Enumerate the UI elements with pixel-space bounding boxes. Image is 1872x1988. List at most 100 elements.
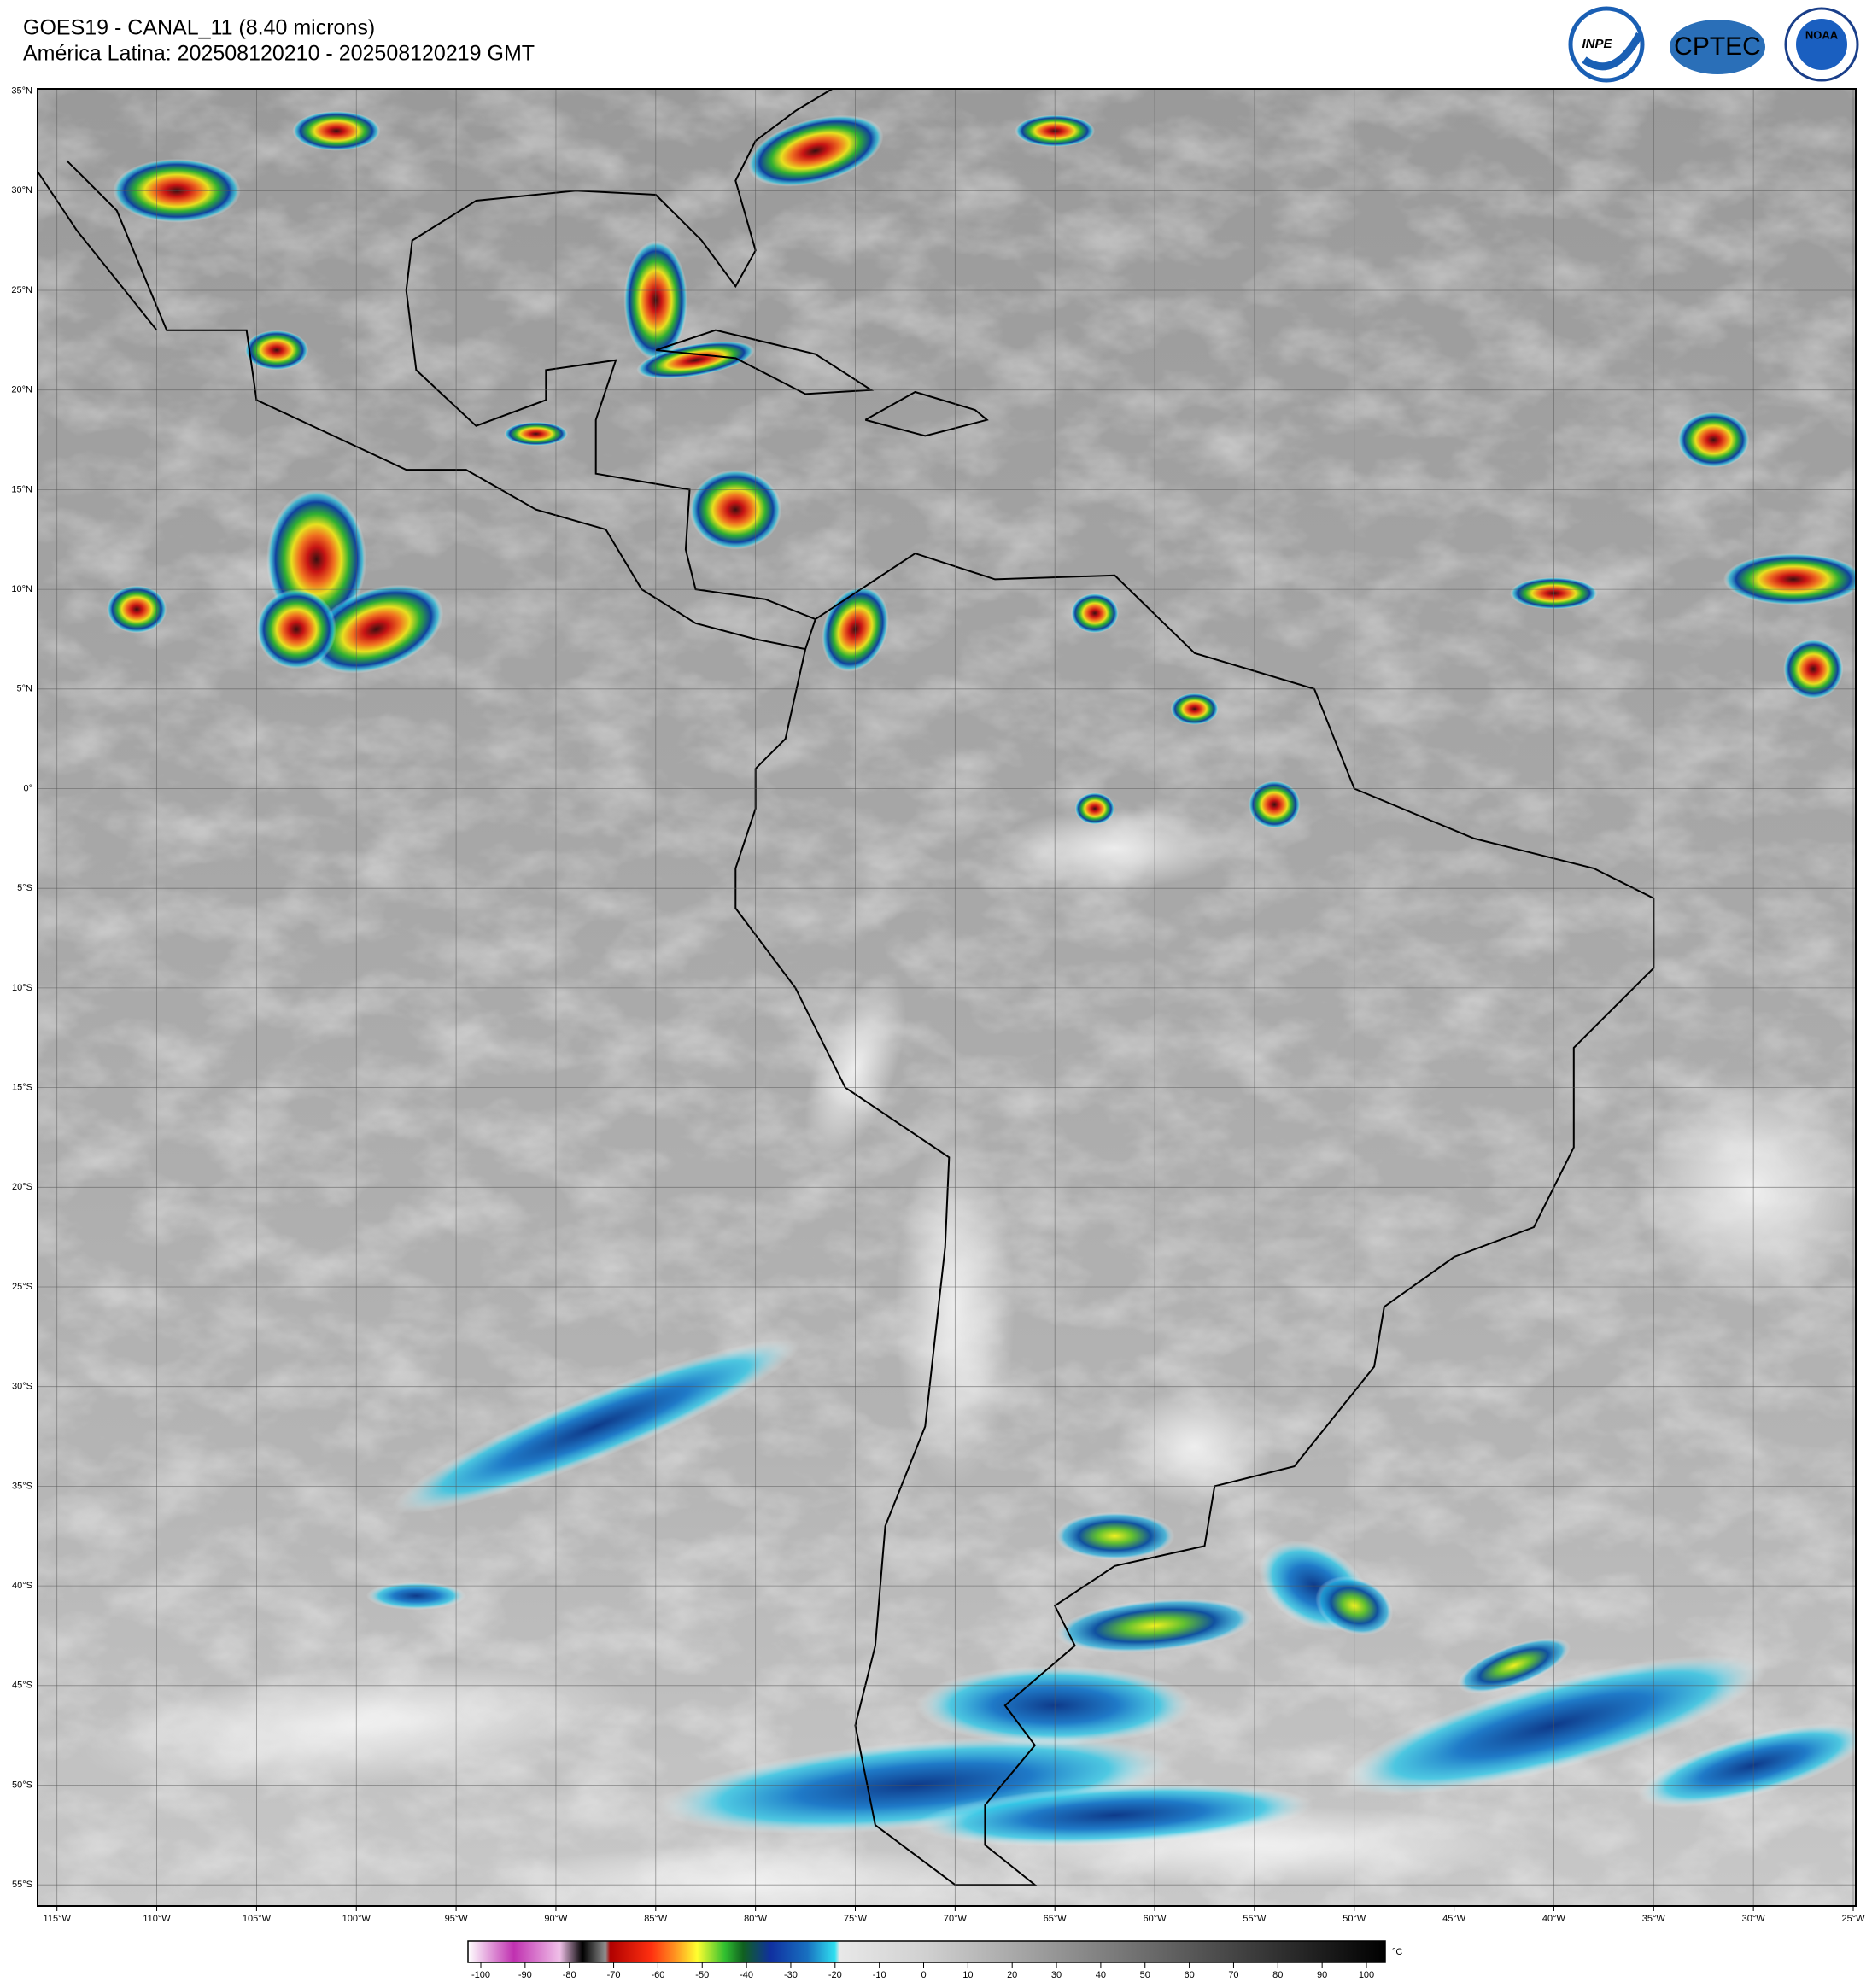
colorbar-label: -10 xyxy=(873,1970,886,1980)
cloud xyxy=(244,330,309,371)
colorbar-unit: °C xyxy=(1392,1947,1402,1957)
cloud xyxy=(1055,1511,1175,1560)
lon-label: 95°W xyxy=(445,1914,469,1924)
coastline xyxy=(734,553,1655,1886)
colorbar-label: 100 xyxy=(1359,1970,1374,1980)
lon-label: 90°W xyxy=(544,1914,568,1924)
cloud xyxy=(366,1582,466,1611)
lat-label: 35°N xyxy=(11,86,32,96)
logo-cptec: CPTEC xyxy=(1670,20,1765,74)
cloud xyxy=(504,422,568,447)
lon-label: 40°W xyxy=(1542,1914,1566,1924)
cloud xyxy=(1170,693,1219,725)
lon-label: 70°W xyxy=(944,1914,968,1924)
lat-label: 45°S xyxy=(12,1681,32,1691)
cloud xyxy=(1070,593,1119,634)
lon-label: 85°W xyxy=(644,1914,668,1924)
lat-label: 50°S xyxy=(12,1780,32,1790)
lat-label: 15°N xyxy=(11,484,32,494)
cloud-texture xyxy=(38,89,1856,1906)
colorbar-label: -70 xyxy=(607,1970,621,1980)
colorbar-label: -30 xyxy=(784,1970,798,1980)
lat-label: 25°N xyxy=(11,285,32,295)
colorbar-label: -60 xyxy=(651,1970,664,1980)
coastline xyxy=(405,89,834,621)
cloud xyxy=(689,470,782,550)
lat-label: 35°S xyxy=(12,1481,32,1491)
colorbar-label: 50 xyxy=(1140,1970,1150,1980)
colorbar-label: 70 xyxy=(1228,1970,1238,1980)
colorbar-label: -100 xyxy=(471,1970,490,1980)
lat-label: 55°S xyxy=(12,1880,32,1890)
lon-label: 30°W xyxy=(1742,1914,1766,1924)
lat-label: 20°S xyxy=(12,1182,32,1192)
lat-label: 30°S xyxy=(12,1382,32,1392)
logo-text: INPE xyxy=(1582,37,1612,51)
lat-label: 25°S xyxy=(12,1282,32,1292)
lat-label: 5°S xyxy=(17,883,32,893)
cloud xyxy=(747,114,884,187)
lon-label: 80°W xyxy=(744,1914,768,1924)
lat-label: 5°N xyxy=(17,684,33,694)
colorbar xyxy=(467,1940,1386,1963)
lat-label: 40°S xyxy=(12,1581,32,1591)
logo-text: CPTEC xyxy=(1674,32,1761,61)
graticule xyxy=(38,89,1856,1906)
cloud xyxy=(915,1783,1314,1847)
cloud xyxy=(636,341,755,379)
subtitle: América Latina: 202508120210 - 202508120… xyxy=(23,42,535,66)
cloud xyxy=(1723,553,1856,605)
colorbar-label: 60 xyxy=(1184,1970,1194,1980)
lat-label: 10°S xyxy=(12,983,32,993)
colorbar-label: 80 xyxy=(1272,1970,1283,1980)
colorbar-label: 10 xyxy=(962,1970,973,1980)
cloud xyxy=(107,585,167,634)
lon-label: 110°W xyxy=(143,1914,171,1924)
satellite-image xyxy=(38,89,1856,1906)
cloud xyxy=(1248,781,1301,829)
colorbar-label: 20 xyxy=(1007,1970,1017,1980)
lat-label: 30°N xyxy=(11,185,32,196)
lon-label: 100°W xyxy=(342,1914,371,1924)
coastline xyxy=(66,160,806,651)
logo-noaa: NOAA xyxy=(1784,7,1859,82)
colorbar-label: -20 xyxy=(828,1970,842,1980)
colorbar-label: -80 xyxy=(563,1970,576,1980)
colorbar-label: 40 xyxy=(1096,1970,1106,1980)
lon-label: 50°W xyxy=(1343,1914,1366,1924)
map-frame xyxy=(37,88,1857,1907)
lat-label: 10°N xyxy=(11,584,32,594)
lon-label: 115°W xyxy=(44,1914,72,1924)
cloud xyxy=(292,110,381,151)
lon-label: 45°W xyxy=(1442,1914,1466,1924)
colorbar-label: 90 xyxy=(1317,1970,1327,1980)
axis-labels: 115°W 110°W 105°W 100°W 95°W 90°W 85°W 80°W 75°W… xyxy=(11,86,1865,1924)
lon-label: 55°W xyxy=(1243,1914,1267,1924)
logo-text: NOAA xyxy=(1805,28,1839,41)
colorbar-label: 30 xyxy=(1051,1970,1062,1980)
logo-inpe: INPE xyxy=(1568,6,1645,83)
lon-label: 75°W xyxy=(844,1914,868,1924)
coastlines xyxy=(38,89,1655,1886)
colorbar-label: -40 xyxy=(740,1970,753,1980)
cloud xyxy=(1677,412,1750,468)
cloud xyxy=(995,808,1235,889)
colorbar-label: 0 xyxy=(921,1970,926,1980)
cloud xyxy=(1457,1637,1571,1693)
lon-label: 60°W xyxy=(1144,1914,1167,1924)
lat-label: 15°S xyxy=(12,1083,32,1093)
coastline xyxy=(864,390,989,437)
coastline xyxy=(38,170,158,331)
cloud xyxy=(309,584,444,674)
cloud xyxy=(1783,639,1844,699)
lat-label: 20°N xyxy=(11,385,32,395)
cloud xyxy=(256,589,336,669)
colorbar-ticks: -100 -90 -80 -70 -60 -50 -40 -30 -20 -10 0 10 20 30 40… xyxy=(471,1962,1374,1980)
cloud xyxy=(391,1339,800,1514)
colorbar-label: -50 xyxy=(695,1970,709,1980)
lon-label: 65°W xyxy=(1044,1914,1068,1924)
cloud xyxy=(1114,1386,1275,1506)
lon-label: 25°W xyxy=(1841,1914,1865,1924)
lat-label: 0° xyxy=(23,783,32,793)
